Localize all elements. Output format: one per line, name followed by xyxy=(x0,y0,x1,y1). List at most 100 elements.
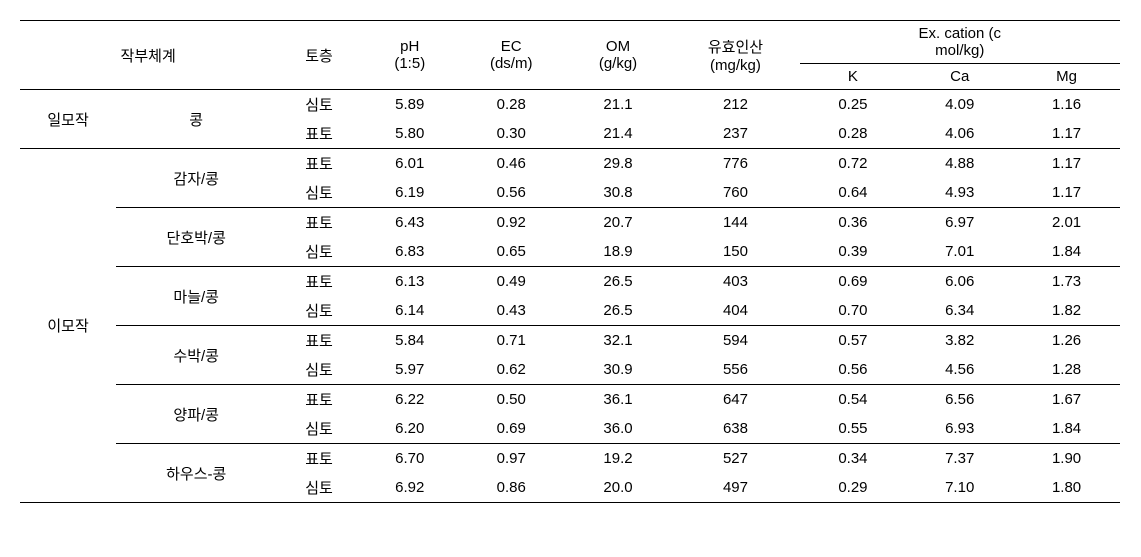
cell-avp: 212 xyxy=(671,90,799,120)
cell-ph: 6.43 xyxy=(362,208,458,238)
cell-om: 21.4 xyxy=(565,119,672,149)
cell-ec: 0.43 xyxy=(458,296,565,326)
cell-ec: 0.65 xyxy=(458,237,565,267)
cell-crop: 콩 xyxy=(116,90,276,149)
cell-om: 20.0 xyxy=(565,473,672,503)
th-mg: Mg xyxy=(1013,64,1120,90)
cell-layer: 표토 xyxy=(276,385,361,415)
cell-k: 0.39 xyxy=(800,237,907,267)
cell-crop: 마늘/콩 xyxy=(116,267,276,326)
cell-mg: 1.84 xyxy=(1013,237,1120,267)
cell-ca: 4.09 xyxy=(906,90,1013,120)
cell-ca: 3.82 xyxy=(906,326,1013,356)
cell-ca: 4.56 xyxy=(906,355,1013,385)
cell-mg: 1.17 xyxy=(1013,119,1120,149)
cell-avp: 527 xyxy=(671,444,799,474)
cell-mg: 1.17 xyxy=(1013,178,1120,208)
cell-k: 0.64 xyxy=(800,178,907,208)
soil-table: 작부체계토층pH(1:5)EC(ds/m)OM(g/kg)유효인산(mg/kg)… xyxy=(20,20,1120,503)
cell-ca: 6.34 xyxy=(906,296,1013,326)
cell-ec: 0.69 xyxy=(458,414,565,444)
th-k: K xyxy=(800,64,907,90)
cell-mg: 1.67 xyxy=(1013,385,1120,415)
cell-om: 29.8 xyxy=(565,149,672,179)
cell-ca: 6.56 xyxy=(906,385,1013,415)
cell-avp: 556 xyxy=(671,355,799,385)
cell-layer: 표토 xyxy=(276,326,361,356)
cell-ph: 6.22 xyxy=(362,385,458,415)
cell-mg: 1.28 xyxy=(1013,355,1120,385)
cell-ph: 6.19 xyxy=(362,178,458,208)
cell-ec: 0.97 xyxy=(458,444,565,474)
cell-ca: 7.37 xyxy=(906,444,1013,474)
cell-k: 0.72 xyxy=(800,149,907,179)
cell-mg: 2.01 xyxy=(1013,208,1120,238)
cell-layer: 심토 xyxy=(276,473,361,503)
cell-om: 36.1 xyxy=(565,385,672,415)
cell-layer: 심토 xyxy=(276,296,361,326)
cell-avp: 404 xyxy=(671,296,799,326)
cell-ec: 0.62 xyxy=(458,355,565,385)
th-system: 작부체계 xyxy=(20,21,276,90)
cell-k: 0.55 xyxy=(800,414,907,444)
cell-om: 19.2 xyxy=(565,444,672,474)
cell-avp: 760 xyxy=(671,178,799,208)
cell-avp: 144 xyxy=(671,208,799,238)
cell-k: 0.69 xyxy=(800,267,907,297)
cell-om: 36.0 xyxy=(565,414,672,444)
cell-layer: 심토 xyxy=(276,414,361,444)
cell-k: 0.54 xyxy=(800,385,907,415)
cell-ca: 6.97 xyxy=(906,208,1013,238)
cell-k: 0.29 xyxy=(800,473,907,503)
cell-k: 0.25 xyxy=(800,90,907,120)
cell-om: 32.1 xyxy=(565,326,672,356)
cell-mg: 1.26 xyxy=(1013,326,1120,356)
th-om: OM(g/kg) xyxy=(565,21,672,90)
th-layer: 토층 xyxy=(276,21,361,90)
cell-mg: 1.82 xyxy=(1013,296,1120,326)
cell-ph: 6.70 xyxy=(362,444,458,474)
cell-ec: 0.56 xyxy=(458,178,565,208)
cell-ph: 6.20 xyxy=(362,414,458,444)
cell-k: 0.57 xyxy=(800,326,907,356)
cell-system: 일모작 xyxy=(20,90,116,149)
th-ph: pH(1:5) xyxy=(362,21,458,90)
cell-ph: 6.92 xyxy=(362,473,458,503)
cell-mg: 1.17 xyxy=(1013,149,1120,179)
cell-layer: 표토 xyxy=(276,444,361,474)
cell-crop: 양파/콩 xyxy=(116,385,276,444)
cell-ph: 5.84 xyxy=(362,326,458,356)
cell-ph: 6.83 xyxy=(362,237,458,267)
cell-layer: 표토 xyxy=(276,267,361,297)
cell-om: 30.8 xyxy=(565,178,672,208)
cell-ca: 6.06 xyxy=(906,267,1013,297)
cell-avp: 403 xyxy=(671,267,799,297)
th-ca: Ca xyxy=(906,64,1013,90)
cell-layer: 심토 xyxy=(276,90,361,120)
cell-layer: 심토 xyxy=(276,237,361,267)
cell-ec: 0.50 xyxy=(458,385,565,415)
cell-crop: 하우스-콩 xyxy=(116,444,276,503)
cell-ca: 6.93 xyxy=(906,414,1013,444)
cell-ph: 6.13 xyxy=(362,267,458,297)
cell-k: 0.56 xyxy=(800,355,907,385)
cell-layer: 표토 xyxy=(276,149,361,179)
cell-avp: 497 xyxy=(671,473,799,503)
th-cation: Ex. cation (c mol/kg) xyxy=(800,21,1120,64)
th-ec: EC(ds/m) xyxy=(458,21,565,90)
cell-layer: 표토 xyxy=(276,119,361,149)
cell-ph: 5.97 xyxy=(362,355,458,385)
cell-avp: 638 xyxy=(671,414,799,444)
cell-ec: 0.71 xyxy=(458,326,565,356)
cell-k: 0.34 xyxy=(800,444,907,474)
cell-k: 0.28 xyxy=(800,119,907,149)
cell-ca: 4.93 xyxy=(906,178,1013,208)
cell-layer: 표토 xyxy=(276,208,361,238)
cell-layer: 심토 xyxy=(276,178,361,208)
cell-mg: 1.16 xyxy=(1013,90,1120,120)
cell-crop: 단호박/콩 xyxy=(116,208,276,267)
cell-avp: 150 xyxy=(671,237,799,267)
cell-om: 21.1 xyxy=(565,90,672,120)
cell-ph: 6.14 xyxy=(362,296,458,326)
cell-om: 26.5 xyxy=(565,296,672,326)
